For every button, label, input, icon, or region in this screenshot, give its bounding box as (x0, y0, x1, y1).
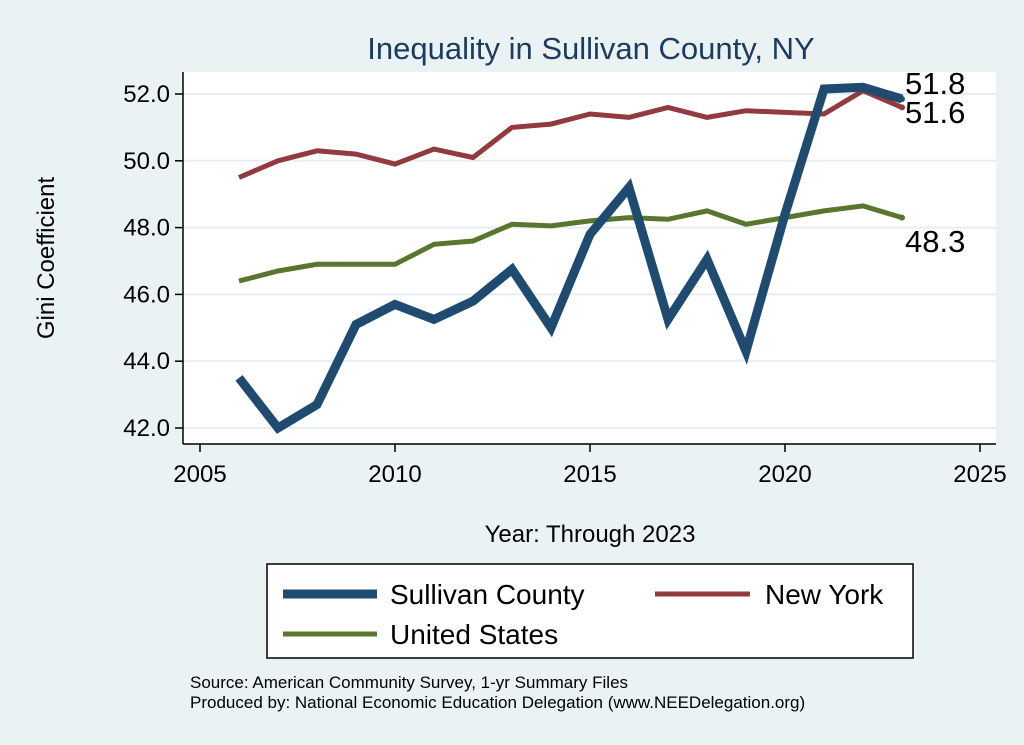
y-tick-label: 52.0 (123, 81, 170, 108)
end-labels: 51.851.6 48.3 (905, 66, 965, 259)
chart-title: Inequality in Sullivan County, NY (367, 31, 814, 66)
series-end-marker (899, 214, 905, 221)
x-axis-label: Year: Through 2023 (485, 521, 696, 548)
y-tick-label: 50.0 (123, 148, 170, 175)
end-label-united-states: 48.3 (905, 224, 965, 259)
y-tick-label: 42.0 (123, 415, 170, 442)
axes: 42.0 44.0 46.0 48.0 50.0 52.0 2005 2010 2015 2020… (123, 72, 1007, 488)
series-line-new-york (238, 87, 903, 180)
y-axis-label: Gini Coefficient (33, 177, 60, 340)
x-tick-label: 2015 (563, 461, 616, 488)
y-tick-label: 48.0 (123, 215, 170, 242)
x-tick-label: 2020 (758, 461, 811, 488)
x-tick-label: 2005 (173, 461, 226, 488)
legend: Sullivan County New York United States (266, 563, 914, 659)
source-note: Source: American Community Survey, 1-yr … (190, 673, 628, 692)
legend-label: United States (390, 619, 558, 650)
x-tick-label: 2010 (368, 461, 421, 488)
series-lines (235, 82, 905, 434)
end-label-new-york: 51.6 (905, 95, 965, 130)
plot-area (183, 72, 996, 444)
series-line-sullivan-county (235, 82, 904, 434)
y-tick-label: 44.0 (123, 348, 170, 375)
x-tick-label: 2025 (953, 461, 1006, 488)
y-tick-label: 46.0 (123, 281, 170, 308)
end-label-sullivan-county: 51.8 (905, 66, 965, 101)
series-end-marker (899, 96, 905, 103)
produced-by-note: Produced by: National Economic Education… (190, 693, 805, 712)
series-line-united-states (238, 203, 903, 284)
legend-label: Sullivan County (390, 579, 585, 610)
legend-box (266, 563, 914, 659)
legend-label: New York (765, 579, 884, 610)
series-end-marker (899, 104, 905, 111)
